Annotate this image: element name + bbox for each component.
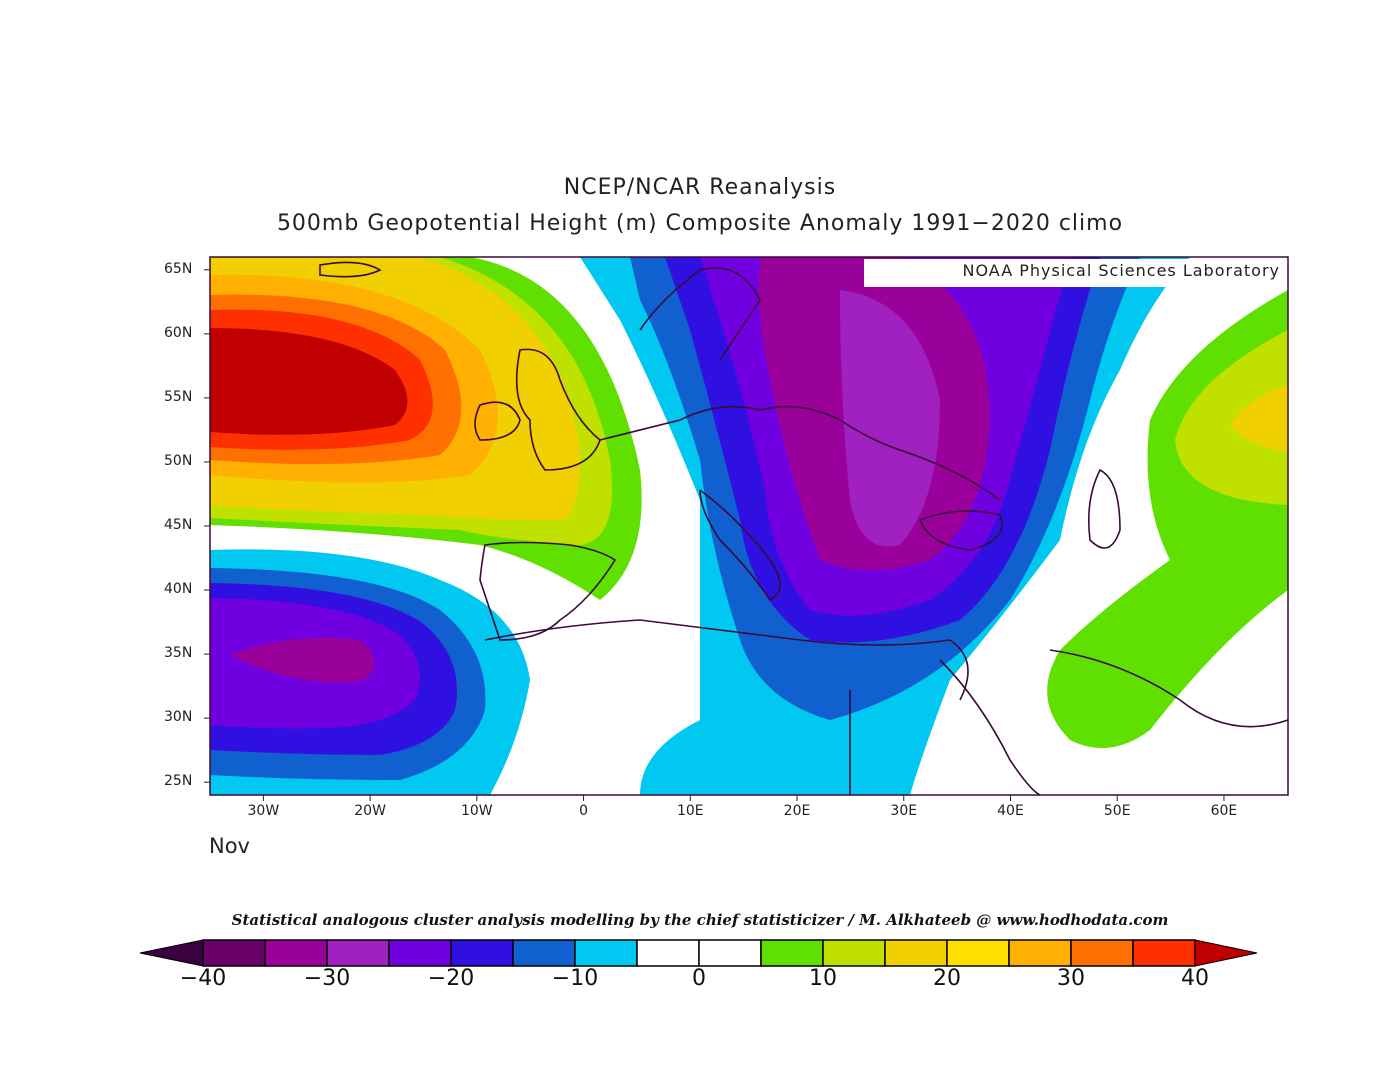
- colorbar-swatch: [698, 939, 762, 967]
- contour-azores-neg25: [230, 637, 374, 683]
- coastline-europe: [599, 405, 1001, 501]
- colorbar-swatch: [822, 939, 886, 967]
- colorbar-swatch: [512, 939, 576, 967]
- coastline-caspian: [1087, 468, 1121, 549]
- coastline-arabia: [1049, 649, 1288, 728]
- colorbar-label: −30: [303, 966, 351, 991]
- colorbar-swatch: [884, 939, 948, 967]
- lon-tick-label: 10W: [460, 803, 493, 819]
- map-subtitle: 500mb Geopotential Height (m) Composite …: [276, 211, 1124, 236]
- coastline-iberia: [479, 541, 617, 641]
- lon-tick-label: 0: [579, 803, 589, 819]
- colorbar-swatch: [326, 939, 390, 967]
- colorbar-swatch: [1008, 939, 1072, 967]
- map-title: NCEP/NCAR Reanalysis: [563, 175, 837, 200]
- contour-neg30: [840, 290, 940, 547]
- lat-tick-label: 35N: [164, 645, 193, 662]
- coastline-red-sea: [939, 659, 1041, 795]
- lat-tick-label: 60N: [164, 324, 193, 341]
- coastline-britain: [515, 348, 601, 471]
- colorbar-swatch: [202, 939, 266, 967]
- month-label: Nov: [209, 834, 250, 858]
- lon-tick-label: 60E: [1210, 803, 1238, 819]
- lat-tick-label: 65N: [164, 260, 193, 277]
- coastlines: [319, 261, 1288, 795]
- colorbar-swatch: [388, 939, 452, 967]
- lon-tick-label: 20E: [783, 803, 811, 819]
- coastline-scandinavia: [639, 267, 761, 361]
- lat-tick-label: 55N: [164, 388, 193, 405]
- lon-tick-label: 40E: [997, 803, 1024, 819]
- lon-tick-label: 30E: [890, 803, 918, 819]
- lat-tick-label: 50N: [164, 452, 193, 469]
- colorbar-swatch: [450, 939, 514, 967]
- colorbar-label: 30: [1057, 966, 1085, 991]
- contour-east-10: [1175, 330, 1288, 505]
- colorbar-label: 0: [692, 966, 706, 991]
- colorbar-swatch: [574, 939, 638, 967]
- contour-east-15: [1230, 385, 1288, 452]
- colorbar-label: −10: [551, 966, 599, 991]
- colorbar-label: −40: [179, 966, 227, 991]
- coastline-italy: [699, 489, 781, 602]
- watermark-box: [864, 259, 1286, 287]
- colorbar-swatch: [1070, 939, 1134, 967]
- colorbar: [139, 939, 1258, 967]
- coastline-north-africa: [484, 619, 969, 701]
- coastline-iceland: [319, 261, 382, 278]
- colorbar-swatch: [1132, 939, 1196, 967]
- colorbar-swatch: [946, 939, 1010, 967]
- lat-tick-label: 30N: [164, 709, 193, 726]
- lon-tick-label: 10E: [676, 803, 704, 819]
- lat-tick-label: 40N: [164, 581, 193, 598]
- coastline-black-sea: [918, 510, 1003, 551]
- colorbar-label: 20: [933, 966, 961, 991]
- lat-ticks: [204, 269, 210, 783]
- lon-tick-label: 50E: [1103, 803, 1131, 819]
- colorbar-high-arrow: [1194, 939, 1258, 967]
- anomaly-field: [210, 257, 1288, 795]
- lat-tick-label: 25N: [164, 773, 193, 790]
- colorbar-swatch: [760, 939, 824, 967]
- watermark-text: NOAA Physical Sciences Laboratory: [963, 261, 1280, 280]
- colorbar-low-arrow: [139, 939, 204, 967]
- coastline-ireland: [474, 401, 521, 441]
- lat-tick-label: 45N: [164, 517, 193, 533]
- colorbar-label: −20: [427, 966, 475, 991]
- colorbar-label: 10: [809, 966, 837, 991]
- credit-text: Statistical analogous cluster analysis m…: [231, 911, 1169, 929]
- contour-35: [210, 328, 408, 435]
- colorbar-swatch: [264, 939, 328, 967]
- lon-tick-label: 20W: [354, 803, 386, 819]
- colorbar-label: 40: [1181, 966, 1209, 991]
- lon-ticks: [262, 795, 1225, 801]
- lon-tick-label: 30W: [247, 803, 280, 819]
- colorbar-swatch: [636, 939, 700, 967]
